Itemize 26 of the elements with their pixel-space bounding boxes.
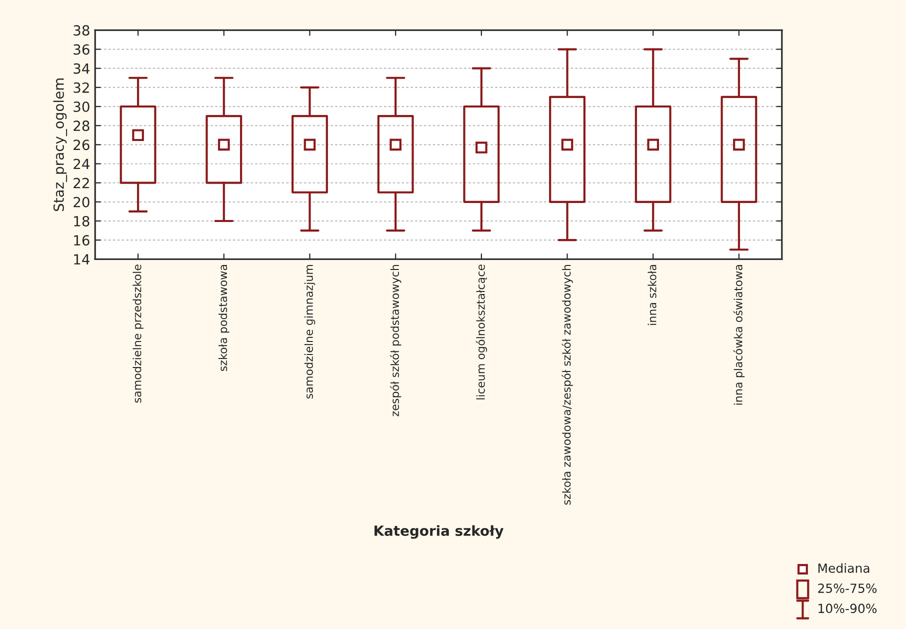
y-tick-label: 26 xyxy=(74,140,90,150)
y-tick-label: 22 xyxy=(74,178,89,188)
y-tick-label: 14 xyxy=(74,254,90,264)
x-tick-label: zespół szkół podstawowych xyxy=(390,264,402,416)
y-tick-label: 32 xyxy=(74,82,89,93)
x-tick-label: samodzielne gimnazjum xyxy=(304,264,316,399)
x-tick-label: samodzielne przedszkole xyxy=(132,264,144,403)
x-axis-title: Kategoria szkoły xyxy=(374,525,504,539)
y-tick-label: 30 xyxy=(74,101,90,112)
x-tick-label: inna placówka oświatowa xyxy=(733,265,745,405)
x-tick-label: szkoła zawodowa/zespół szkół zawodowych xyxy=(562,264,573,505)
text: 25%-75% xyxy=(818,584,877,593)
y-axis-title: Staz_pracy_ogolem xyxy=(53,78,68,212)
y-tick-label: 16 xyxy=(74,235,90,246)
y-tick-label: 28 xyxy=(74,120,90,132)
x-tick-label: szkoła podstawowa xyxy=(218,265,230,371)
text: Mediana xyxy=(818,563,870,573)
y-tick-label: 36 xyxy=(74,44,90,55)
x-tick-label: inna szkoła xyxy=(648,265,656,325)
y-tick-label: 20 xyxy=(74,196,90,208)
y-tick-label: 38 xyxy=(74,25,90,36)
x-tick-label: liceum ogólnokształcące xyxy=(476,264,488,400)
y-tick-label: 24 xyxy=(74,158,90,170)
y-tick-label: 18 xyxy=(74,216,90,226)
y-tick-label: 34 xyxy=(74,63,90,74)
text: 10%-90% xyxy=(818,604,877,614)
